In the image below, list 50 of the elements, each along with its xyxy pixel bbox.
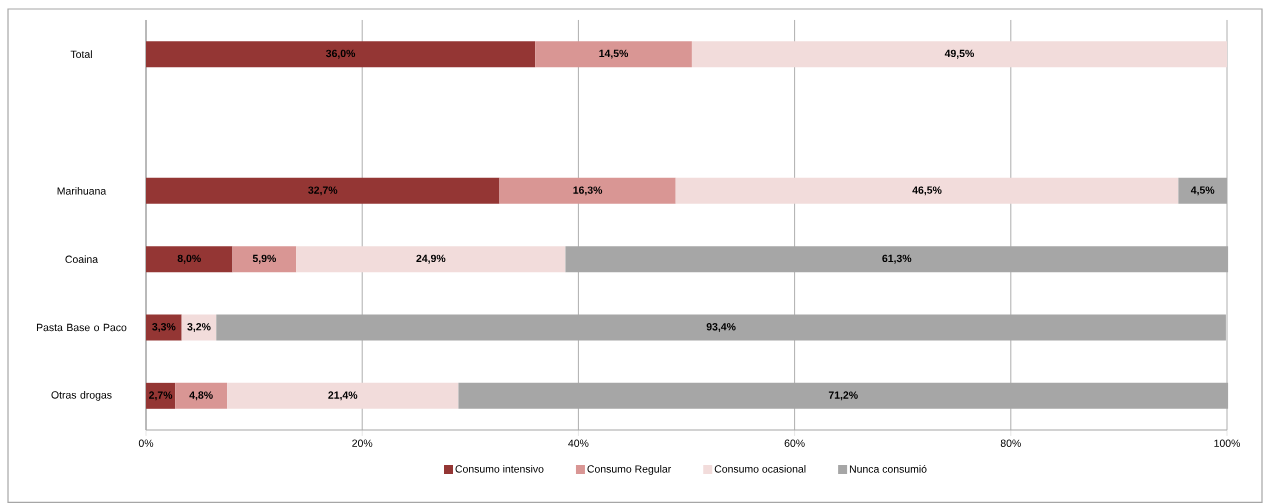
legend-label: Consumo ocasional <box>714 464 806 473</box>
bar <box>458 382 1229 409</box>
bar <box>146 177 500 204</box>
legend-label: Nunca consumió <box>849 464 927 473</box>
data-label: 5,9% <box>252 254 277 264</box>
data-label: 49,5% <box>944 49 974 59</box>
data-label: 61,3% <box>882 254 912 264</box>
x-tick-label: 0% <box>138 439 154 447</box>
data-label: 36,0% <box>325 49 356 59</box>
y-tick-label: Marihuana <box>57 186 107 195</box>
data-label: 4,5% <box>1190 186 1215 196</box>
bar <box>499 177 676 204</box>
bar <box>227 382 459 409</box>
y-tick-label: Total <box>70 50 92 59</box>
bar <box>296 246 566 273</box>
x-tick-label: 40% <box>568 439 589 447</box>
bar <box>232 246 297 273</box>
y-tick-label: Pasta Base o Paco <box>36 323 127 332</box>
data-label: 14,5% <box>599 49 629 59</box>
bar <box>146 382 176 409</box>
y-tick-label: Coaina <box>65 255 99 264</box>
x-tick-label: 100% <box>1214 439 1240 447</box>
data-label: 21,4% <box>328 391 358 401</box>
legend-label: Consumo Regular <box>587 464 672 475</box>
data-label: 32,7% <box>308 186 338 196</box>
bar <box>691 41 1228 68</box>
data-label: 93,4% <box>706 323 736 332</box>
bar <box>175 382 228 409</box>
legend-label: Consumo intensivo <box>455 464 544 473</box>
data-label: 3,3% <box>152 323 176 332</box>
x-tick-label: 20% <box>352 439 373 447</box>
bar <box>535 41 692 68</box>
bar <box>565 246 1229 273</box>
data-label: 2,7% <box>149 391 173 401</box>
x-tick-label: 60% <box>784 439 805 447</box>
data-label: 4,8% <box>189 391 213 401</box>
data-label: 8,0% <box>177 254 201 264</box>
x-tick-label: 80% <box>1000 439 1021 447</box>
data-label: 3,2% <box>187 323 211 332</box>
data-label: 16,3% <box>573 186 603 196</box>
data-label: 24,9% <box>416 254 446 264</box>
bar <box>675 177 1179 204</box>
data-label: 71,2% <box>828 391 858 401</box>
bar <box>1178 177 1228 204</box>
bar <box>146 41 536 68</box>
y-tick-label: Otras drogas <box>51 390 112 401</box>
bar <box>146 314 182 341</box>
bar <box>216 314 1226 341</box>
bar <box>146 246 233 273</box>
data-label: 46,5% <box>912 186 942 196</box>
